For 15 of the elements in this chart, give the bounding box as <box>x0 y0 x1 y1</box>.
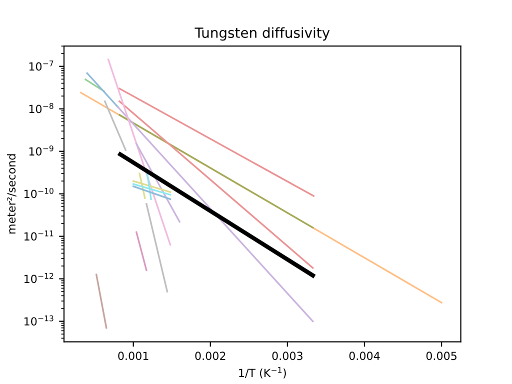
y-tick-label: 10$^{−13}$ <box>24 315 54 326</box>
chart-title: Tungsten diffusivity <box>194 27 330 41</box>
y-tick-label: 10$^{−10}$ <box>24 188 54 198</box>
x-tick-label: 0.003 <box>272 352 302 360</box>
y-tick-label: 10$^{−9}$ <box>29 145 54 156</box>
x-tick-label: 0.005 <box>426 352 456 360</box>
y-tick-label: 10$^{−11}$ <box>24 230 54 241</box>
y-axis-title: meter²/second <box>6 154 16 234</box>
y-tick-label: 10$^{−8}$ <box>29 102 54 114</box>
x-tick-label: 0.001 <box>118 352 148 360</box>
y-tick-label: 10$^{−7}$ <box>29 60 54 71</box>
y-tick-label: 10$^{−12}$ <box>24 272 54 284</box>
x-axis-title: 1/T (K$^{−1}$) <box>239 367 286 378</box>
x-tick-label: 0.002 <box>195 352 226 360</box>
x-tick-label: 0.004 <box>349 352 380 360</box>
